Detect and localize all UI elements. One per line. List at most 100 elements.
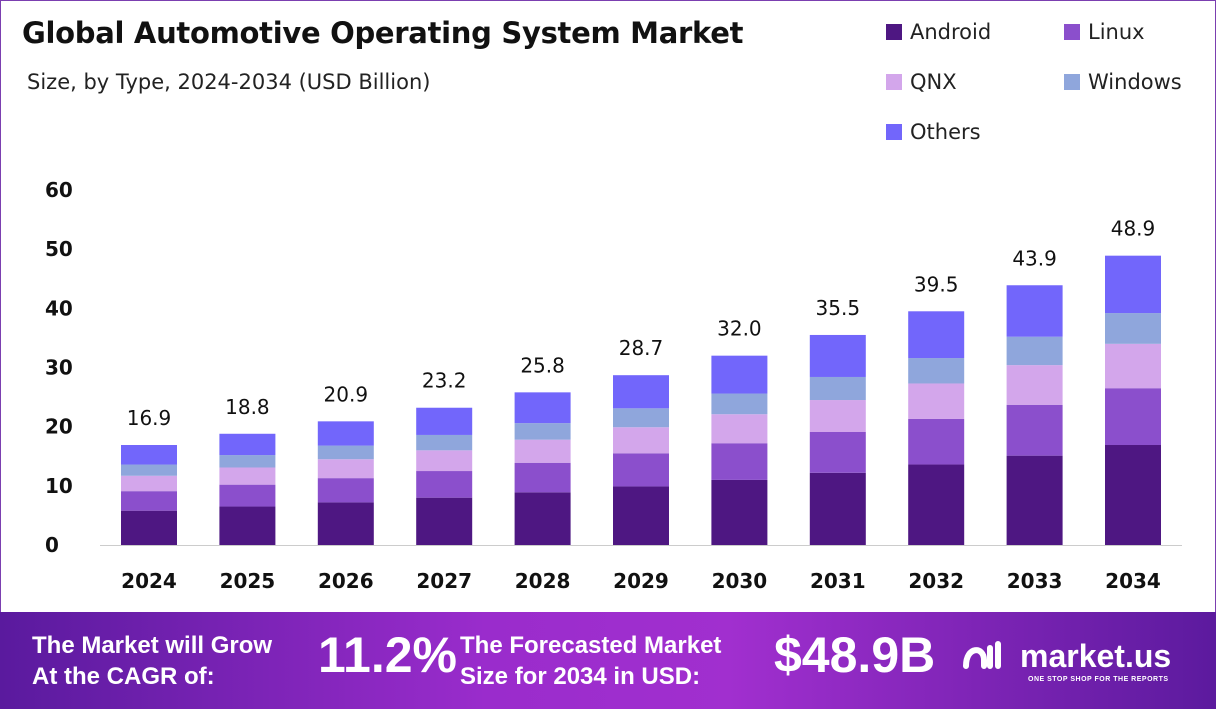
bar-segment-windows [1006, 336, 1063, 366]
bar-segment-linux [1105, 388, 1161, 446]
chart-plot: 010203040506016.9202418.8202520.9202623.… [45, 178, 1182, 593]
bar-segment-qnx [809, 400, 866, 432]
total-data-label: 18.8 [225, 395, 270, 419]
bar-segment-others [121, 445, 177, 465]
forecast-label-line1: The Forecasted Market [460, 632, 722, 659]
cagr-label-line1: The Market will Grow [32, 632, 273, 659]
bar-segment-windows [1105, 313, 1161, 344]
x-tick-label: 2028 [515, 569, 571, 593]
bar-segment-linux [219, 484, 276, 507]
bar-segment-linux [317, 478, 374, 503]
bar-segment-android [514, 492, 571, 545]
x-tick-label: 2025 [220, 569, 276, 593]
bar-segment-qnx [514, 439, 571, 463]
total-data-label: 32.0 [717, 317, 762, 341]
x-tick-label: 2034 [1105, 569, 1161, 593]
forecast-label-line2: Size for 2034 in USD: [460, 663, 701, 690]
bar-segment-android [317, 502, 374, 545]
bar-segment-linux [908, 418, 965, 465]
total-data-label: 48.9 [1111, 217, 1156, 241]
y-tick-label: 20 [45, 415, 73, 439]
bar-segment-others [1006, 285, 1063, 337]
bar-segment-android [1006, 455, 1063, 545]
bar-segment-qnx [219, 467, 276, 485]
total-data-label: 43.9 [1012, 246, 1057, 270]
bar-segment-qnx [711, 414, 768, 444]
y-tick-label: 60 [45, 178, 73, 202]
total-data-label: 39.5 [914, 272, 959, 296]
bar-segment-qnx [317, 459, 374, 479]
total-data-label: 28.7 [619, 336, 664, 360]
bar-segment-android [809, 472, 866, 545]
brand-logo: market.us [962, 636, 1171, 676]
x-tick-label: 2024 [121, 569, 177, 593]
bar-segment-qnx [908, 383, 965, 419]
bar-segment-linux [1006, 404, 1063, 456]
x-tick-label: 2032 [908, 569, 964, 593]
bar-segment-others [514, 392, 571, 424]
bar-segment-android [613, 486, 669, 545]
bar-segment-android [121, 510, 177, 545]
legend-item-qnx: QNX [886, 70, 957, 94]
bar-segment-linux [809, 431, 866, 473]
logo-icon [963, 641, 1001, 669]
bar-segment-others [613, 375, 669, 409]
legend-swatch [886, 124, 902, 140]
cagr-value: 11.2% [318, 627, 458, 683]
legend-item-windows: Windows [1064, 70, 1182, 94]
total-data-label: 23.2 [422, 369, 467, 393]
y-tick-label: 0 [45, 533, 59, 557]
bar-segment-qnx [1105, 343, 1161, 389]
bar-segment-others [809, 334, 866, 377]
bar-segment-qnx [1006, 365, 1063, 405]
legend-label: QNX [910, 70, 957, 94]
x-tick-label: 2031 [810, 569, 866, 593]
x-tick-label: 2033 [1007, 569, 1063, 593]
total-data-label: 35.5 [816, 296, 861, 320]
legend-swatch [886, 24, 902, 40]
x-tick-label: 2030 [712, 569, 768, 593]
bar-segment-android [711, 479, 768, 545]
legend-swatch [1064, 24, 1080, 40]
bar-segment-android [908, 464, 965, 545]
bar-segment-windows [317, 445, 374, 460]
bar-segment-android [219, 506, 276, 545]
bar-segment-qnx [416, 450, 473, 472]
bar-segment-linux [121, 491, 177, 511]
total-data-label: 20.9 [324, 382, 369, 406]
x-tick-label: 2026 [318, 569, 374, 593]
bar-segment-linux [711, 443, 768, 480]
legend-item-android: Android [886, 20, 991, 44]
cagr-label: The Market will Grow At the CAGR of: [32, 630, 272, 692]
legend-item-others: Others [886, 120, 981, 144]
cagr-label-line2: At the CAGR of: [32, 663, 215, 690]
bar-segment-windows [613, 408, 669, 428]
bar-segment-others [711, 355, 768, 394]
bar-segment-others [908, 311, 965, 359]
x-tick-label: 2027 [416, 569, 472, 593]
legend-item-linux: Linux [1064, 20, 1145, 44]
bar-segment-others [219, 433, 276, 456]
legend-label: Others [910, 120, 981, 144]
footer-banner: The Market will Grow At the CAGR of: 11.… [0, 612, 1216, 709]
bar-segment-android [416, 497, 473, 545]
bar-segment-windows [809, 376, 866, 401]
legend-label: Linux [1088, 20, 1145, 44]
brand-name: market.us [1020, 637, 1172, 674]
bar-segment-others [1105, 255, 1161, 314]
y-tick-label: 30 [45, 356, 73, 380]
total-data-label: 25.8 [520, 353, 565, 377]
legend-label: Android [910, 20, 992, 44]
bar-segment-linux [613, 453, 669, 487]
chart-title: Global Automotive Operating System Marke… [22, 16, 744, 50]
bar-segment-others [416, 407, 473, 435]
brand-tagline: ONE STOP SHOP FOR THE REPORTS [1028, 676, 1169, 683]
bar-segment-linux [514, 462, 571, 493]
x-tick-label: 2029 [613, 569, 669, 593]
y-tick-label: 50 [45, 237, 73, 261]
bar-segment-others [317, 421, 374, 446]
bar-segment-linux [416, 471, 473, 498]
bar-segment-windows [908, 358, 965, 384]
bar-segment-android [1105, 445, 1161, 545]
bar-segment-windows [219, 455, 276, 468]
